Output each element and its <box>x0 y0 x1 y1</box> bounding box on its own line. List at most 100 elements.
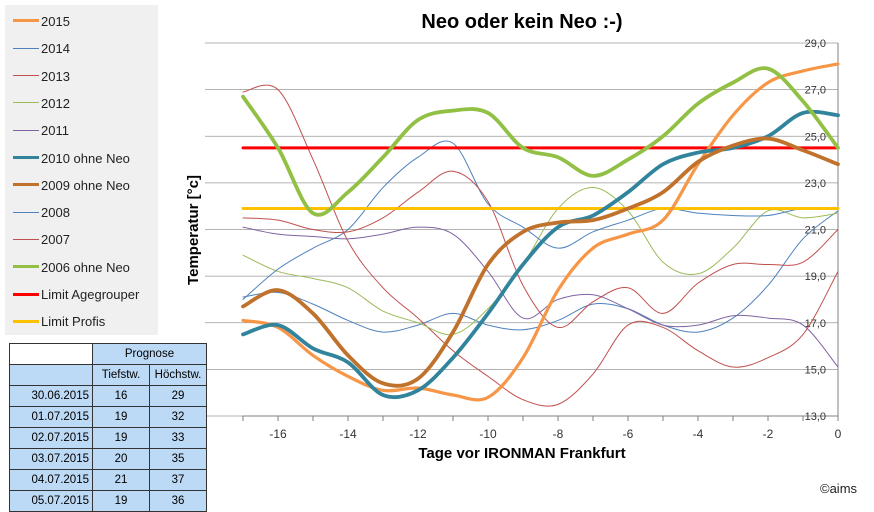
forecast-row: 30.06.2015 16 29 <box>9 385 207 407</box>
forecast-corner-cell <box>9 343 93 365</box>
x-tick-label: -12 <box>409 427 427 441</box>
legend-item: 2013 <box>5 67 158 87</box>
y-axis-label: Temperatur [°c] <box>185 175 202 285</box>
x-tick-label: -6 <box>623 427 634 441</box>
forecast-max: 32 <box>149 406 207 428</box>
legend-item: 2010 ohne Neo <box>5 149 158 169</box>
forecast-col-max: Höchstw. <box>149 364 207 386</box>
legend-item: Limit Agegrouper <box>5 285 158 305</box>
legend-swatch <box>13 238 39 240</box>
forecast-max: 35 <box>149 448 207 470</box>
forecast-date: 01.07.2015 <box>9 406 93 428</box>
y-tick-label: 17,0 <box>805 318 826 330</box>
legend-swatch <box>13 155 39 159</box>
series-lines <box>241 62 840 407</box>
legend-item: 2008 <box>5 203 158 223</box>
y-tick-labels: 13,0 15,0 17,0 19,0 21,0 23,0 25,0 27,0 29,0 <box>805 38 826 423</box>
series-line-2006-ohne-neo <box>241 66 840 217</box>
forecast-min: 16 <box>92 385 150 407</box>
legend-label: 2014 <box>41 41 70 57</box>
x-tick-labels: -16 -14 -12 -10 -8 -6 -4 -2 0 <box>269 427 841 441</box>
x-tick-label: -8 <box>553 427 564 441</box>
legend-item: 2014 <box>5 39 158 59</box>
y-tick-label: 27,0 <box>805 85 826 97</box>
legend-swatch <box>13 292 39 296</box>
forecast-min: 21 <box>92 469 150 491</box>
series-line-2012 <box>242 187 839 336</box>
legend-swatch <box>13 264 39 268</box>
x-tick-label: -14 <box>339 427 357 441</box>
chart-title: Neo oder kein Neo :-) <box>421 11 622 33</box>
y-tick-label: 19,0 <box>805 271 826 283</box>
legend-label: Limit Agegrouper <box>41 287 140 302</box>
forecast-max: 29 <box>149 385 207 407</box>
legend-swatch <box>13 182 39 186</box>
legend-label: 2012 <box>41 95 70 111</box>
legend-item: 2007 <box>5 230 158 250</box>
x-tick-label: 0 <box>835 427 842 441</box>
legend-swatch <box>13 129 39 131</box>
legend-item: 2015 <box>5 12 158 32</box>
forecast-date: 04.07.2015 <box>9 469 93 491</box>
forecast-row: 05.07.2015 19 36 <box>9 490 207 512</box>
x-tick-label: -10 <box>479 427 497 441</box>
x-axis-label: Tage vor IRONMAN Frankfurt <box>418 445 625 462</box>
forecast-date: 05.07.2015 <box>9 490 93 512</box>
legend-swatch <box>13 319 39 323</box>
y-tick-label: 13,0 <box>805 411 826 423</box>
series-line-2010-ohne-neo <box>241 109 840 400</box>
legend-label: 2009 ohne Neo <box>41 177 130 193</box>
y-tick-label: 23,0 <box>805 178 826 190</box>
forecast-row: 01.07.2015 19 32 <box>9 406 207 428</box>
legend-label: 2006 ohne Neo <box>41 259 130 275</box>
forecast-date: 30.06.2015 <box>9 385 93 407</box>
forecast-col-min: Tiefstw. <box>92 364 150 386</box>
series-line-2011 <box>242 226 839 368</box>
forecast-min: 19 <box>92 406 150 428</box>
legend-swatch <box>13 211 39 213</box>
legend-item: Limit Profis <box>5 312 158 332</box>
forecast-min: 19 <box>92 490 150 512</box>
legend-item: 2006 ohne Neo <box>5 258 158 278</box>
forecast-row: 03.07.2015 20 35 <box>9 448 207 470</box>
forecast-date-header <box>9 364 93 386</box>
series-line-2015 <box>241 62 840 402</box>
forecast-header: Prognose <box>92 343 207 365</box>
forecast-table: Prognose Tiefstw. Höchstw. 30.06.2015 16 2… <box>9 343 207 512</box>
forecast-max: 36 <box>149 490 207 512</box>
forecast-row: 04.07.2015 21 37 <box>9 469 207 491</box>
legend-item: 2009 ohne Neo <box>5 176 158 196</box>
legend: 2015 2014 2013 2012 2011 2010 ohne Neo 2009 oh… <box>5 5 158 335</box>
series-line-2008 <box>242 140 839 300</box>
x-tick-label: -2 <box>763 427 774 441</box>
legend-label: 2010 ohne Neo <box>41 150 130 166</box>
copyright-text: ©aims <box>820 481 858 496</box>
forecast-max: 37 <box>149 469 207 491</box>
series-line-2009-ohne-neo <box>241 136 840 388</box>
forecast-header-row: Prognose <box>9 343 207 365</box>
forecast-date: 03.07.2015 <box>9 448 93 470</box>
legend-item: 2011 <box>5 121 158 141</box>
x-tick-label: -16 <box>269 427 287 441</box>
legend-label: 2011 <box>41 123 69 139</box>
legend-swatch <box>13 102 39 104</box>
series-line-2007 <box>242 170 839 328</box>
y-tick-label: 21,0 <box>805 225 826 237</box>
forecast-min: 19 <box>92 427 150 449</box>
legend-label: 2015 <box>41 14 70 29</box>
forecast-max: 33 <box>149 427 207 449</box>
legend-label: 2013 <box>41 68 70 84</box>
forecast-min: 20 <box>92 448 150 470</box>
legend-swatch <box>13 75 39 77</box>
legend-item: 2012 <box>5 94 158 114</box>
legend-swatch <box>13 47 39 49</box>
forecast-subheader-row: Tiefstw. Höchstw. <box>9 364 207 386</box>
legend-swatch <box>13 19 39 23</box>
forecast-body: 30.06.2015 16 29 01.07.2015 19 32 02.07.2015 19… <box>9 385 207 512</box>
series-line-2013 <box>242 84 839 407</box>
grid-lines <box>205 42 839 421</box>
y-tick-label: 15,0 <box>805 364 826 376</box>
legend-label: Limit Profis <box>41 314 106 330</box>
legend-label: 2007 <box>41 232 70 248</box>
